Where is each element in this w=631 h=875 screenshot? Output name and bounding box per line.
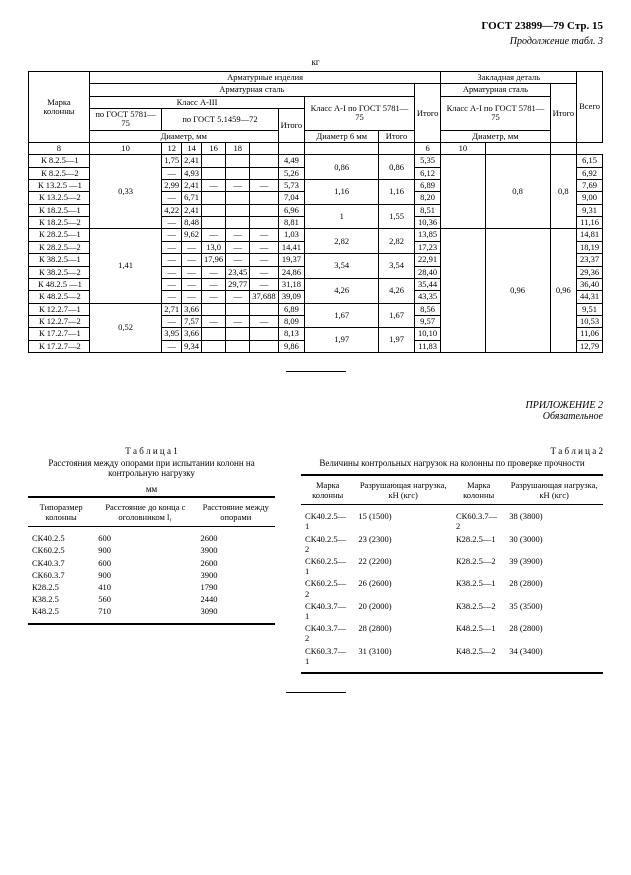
col-diam: Диаметр, мм [89,130,278,142]
appendix-title: ПРИЛОЖЕНИЕ 2 [28,400,603,411]
col-arm-stal2: Арматурная сталь [441,84,550,96]
col-itogo4: Итого [379,130,415,142]
col-klass-a1-2: Класс A-I по ГОСТ 5781—75 [441,96,550,130]
col-klass-a1: Класс A-I по ГОСТ 5781—75 [305,96,415,130]
table-row: К28.2.54101790 [28,581,275,593]
table1-unit: мм [28,484,275,494]
col-d12: 12 [162,143,182,155]
col-zd10: 10 [441,143,485,155]
col-d18: 18 [226,143,250,155]
unit-label: кг [28,57,603,67]
col-diam2: Диаметр, мм [441,130,550,142]
main-table: Марка колонны Арматурные изделия Закладн… [28,71,603,353]
table-row: СК40.3.7—120 (2000)К38.2.5—235 (3500) [301,600,603,622]
table-row: СК40.2.5—115 (1500)СК60.3.7—238 (3800) [301,505,603,533]
col-d10: 10 [89,143,161,155]
table-row: СК40.2.56002600 [28,527,275,545]
table-row: К 28.2.5—11,41—9,62———1,032,822,8213,850… [29,229,603,241]
lower-wrap: Т а б л и ц а 1 Расстояния между опорами… [28,446,603,674]
appendix-block: ПРИЛОЖЕНИЕ 2 Обязательное [28,400,603,422]
table-row: СК60.3.79003900 [28,569,275,581]
col-d14: 14 [182,143,202,155]
table-row: К48.2.57103090 [28,605,275,623]
col-marka: Марка колонны [29,72,90,143]
col-itogo3: Итого [278,109,305,143]
table2-col: Т а б л и ц а 2 Величины контрольных наг… [301,446,603,674]
divider-bottom [286,692,346,693]
continuation-label: Продолжение табл. 3 [28,36,603,47]
table-row: СК60.2.5—122 (2200)К28.2.5—239 (3900) [301,555,603,577]
main-table-body: К 8.2.5—10,331,752,414,490,860,865,350,8… [29,155,603,353]
table-row: К38.2.55602440 [28,593,275,605]
table-row: СК40.2.5—223 (2300)К28.2.5—130 (3000) [301,533,603,555]
col-itogo: Итого [414,84,441,143]
table-row: СК60.2.59003900 [28,544,275,556]
table-row: СК60.2.5—226 (2600)К38.2.5—128 (2800) [301,577,603,599]
table2-caption: Величины контрольных нагрузок на колонны… [301,458,603,468]
appendix-sub: Обязательное [28,411,603,422]
col-diam6: Диаметр 6 мм [305,130,379,142]
col-d8: 8 [29,143,90,155]
table1: Типоразмер колонныРасстояние до конца с … [28,496,275,625]
table1-caption: Расстояния между опорами при испытании к… [28,458,275,478]
col-vsego: Всего [577,72,603,143]
divider [286,371,346,372]
table-row: СК60.3.7—131 (3100)К48.2.5—234 (3400) [301,645,603,673]
col-d16: 16 [202,143,226,155]
table2-label: Т а б л и ц а 2 [301,446,603,456]
table-row: К 8.2.5—10,331,752,414,490,860,865,350,8… [29,155,603,167]
col-arm-stal: Арматурная сталь [89,84,414,96]
col-gost1: по ГОСТ 5781—75 [89,109,161,131]
col-itogo2: Итого [550,84,577,143]
col-arm-izd: Арматурные изделия [89,72,441,84]
table1-col: Т а б л и ц а 1 Расстояния между опорами… [28,446,275,625]
table-row: СК40.3.7—228 (2800)К48.2.5—128 (2800) [301,622,603,644]
table2: Марка колонныРазрушающая нагрузка, кН (к… [301,474,603,674]
col-zd6: 6 [414,143,441,155]
main-table-head: Марка колонны Арматурные изделия Закладн… [29,72,603,155]
table-row: СК40.3.76002600 [28,557,275,569]
table1-label: Т а б л и ц а 1 [28,446,275,456]
col-klass-a3: Класс А-III [89,96,304,108]
page-header: ГОСТ 23899—79 Стр. 15 [28,20,603,32]
col-zak-det: Закладная деталь [441,72,577,84]
col-gost2: по ГОСТ 5.1459—72 [162,109,278,131]
